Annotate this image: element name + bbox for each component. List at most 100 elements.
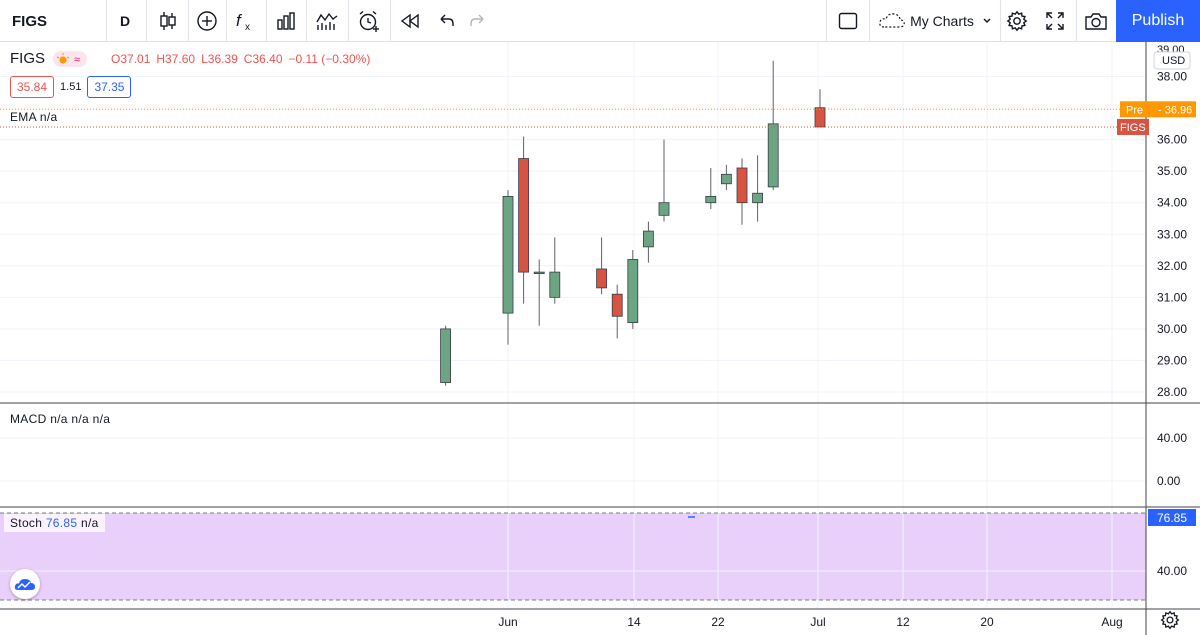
price-tick-label: 34.00 [1157, 196, 1187, 210]
publish-label: Publish [1131, 12, 1185, 29]
macd-tick-label: 0.00 [1157, 474, 1181, 488]
candle-body[interactable] [752, 192, 763, 204]
time-tick-label: Aug [1101, 615, 1122, 629]
candle-body[interactable] [814, 107, 826, 128]
redo-button[interactable] [462, 0, 494, 42]
bid-ask-legend: 35.84 1.51 37.35 [10, 76, 132, 98]
price-tick-label: 31.00 [1157, 290, 1187, 304]
chart-settings-button[interactable] [1000, 0, 1034, 42]
symbol-price-tag [1117, 118, 1149, 135]
macd-legend[interactable]: MACD n/a n/a n/a [10, 412, 110, 426]
stoch-value-tag-label: 76.85 [1157, 511, 1187, 525]
symbol-price-tag-label: FIGS [1120, 122, 1146, 134]
cloud-logo-icon [14, 579, 36, 590]
chart-canvas[interactable]: 39.0038.0037.0036.0035.0034.0033.0032.00… [0, 42, 1200, 635]
stoch-band [0, 513, 1146, 600]
gear-icon [1006, 10, 1028, 32]
spread-value: 1.51 [60, 81, 82, 93]
chart-area[interactable]: 39.0038.0037.0036.0035.0034.0033.0032.00… [0, 42, 1200, 635]
candle-body[interactable] [721, 173, 732, 185]
stoch-tick-label: 40.00 [1157, 564, 1187, 578]
redo-icon [470, 14, 484, 26]
my-charts-label: My Charts [910, 13, 974, 29]
financials-button[interactable] [268, 0, 304, 42]
pre-market-tag-label: Pre [1126, 104, 1143, 116]
currency-box[interactable] [1153, 51, 1191, 70]
alarm-clock-icon [359, 10, 379, 32]
gear-icon [1160, 610, 1180, 630]
pre-market-tag-value: - 36.96 [1158, 104, 1192, 116]
time-tick-label: Jun [498, 615, 517, 629]
candle-body[interactable] [627, 259, 639, 323]
chart-type-button[interactable] [150, 0, 186, 42]
sell-price-button[interactable]: 35.84 [10, 76, 55, 98]
candle-body[interactable] [440, 328, 452, 383]
candle-body[interactable] [658, 202, 670, 216]
candle-body[interactable] [549, 271, 561, 298]
ema-legend[interactable]: EMA n/a [10, 110, 57, 124]
svg-text:≈: ≈ [74, 54, 80, 66]
top-toolbar: FIGS D f x [0, 0, 1200, 42]
candle-body[interactable] [596, 268, 607, 289]
macd-label: MACD [10, 412, 47, 426]
candle-body[interactable] [502, 195, 514, 314]
indicators-button[interactable]: f x [228, 0, 264, 42]
my-charts-button[interactable]: My Charts [870, 0, 1000, 42]
layout-button[interactable] [828, 0, 868, 42]
legend-low: L36.39 [201, 51, 238, 66]
camera-icon [1085, 13, 1107, 30]
templates-button[interactable] [308, 0, 346, 42]
chevron-down-icon [983, 18, 991, 23]
price-tick-label: 28.00 [1157, 385, 1187, 399]
stoch-value-2: n/a [81, 516, 99, 530]
ema-value: n/a [39, 110, 58, 124]
pre-market-tag [1120, 101, 1196, 118]
ema-label: EMA [10, 110, 37, 124]
buy-price-button[interactable]: 37.35 [87, 76, 132, 98]
price-tick-label: 33.00 [1157, 227, 1187, 241]
add-circle-icon [197, 11, 217, 31]
candle-body[interactable] [533, 271, 545, 275]
compare-button[interactable] [190, 0, 224, 42]
undo-button[interactable] [430, 0, 462, 42]
fx-icon: f x [236, 11, 250, 32]
tradingview-logo-button[interactable] [10, 569, 40, 599]
macd-values: n/a n/a n/a [50, 412, 111, 426]
candle-body[interactable] [705, 195, 717, 204]
price-tick-label: 35.00 [1157, 164, 1187, 178]
macd-tick-label: 40.00 [1157, 431, 1187, 445]
candle-body[interactable] [518, 158, 529, 273]
legend-change: −0.11 (−0.30%) [288, 51, 371, 66]
candle-body[interactable] [611, 293, 623, 317]
main-legend: FIGS ≈ O37.01 H37.60 L36.39 C36.40 −0.11… [10, 50, 370, 67]
cloud-icon [879, 13, 905, 28]
candle-body[interactable] [643, 230, 654, 248]
time-tick-label: Jul [810, 615, 825, 629]
sun-icon: ≈ [53, 50, 88, 67]
replay-button[interactable] [392, 0, 428, 42]
candles-icon [160, 12, 176, 30]
interval-label: D [119, 13, 131, 29]
legend-symbol[interactable]: FIGS [10, 50, 46, 67]
time-tick-label: 14 [627, 615, 641, 629]
snapshot-button[interactable] [1078, 0, 1114, 42]
rewind-icon [400, 13, 419, 29]
stoch-legend[interactable]: Stoch 76.85 n/a [4, 514, 105, 532]
axis-settings-button[interactable] [1160, 610, 1184, 634]
square-layout-icon [838, 12, 858, 30]
price-tick-label: 29.00 [1157, 353, 1187, 367]
price-tick-label: 32.00 [1157, 259, 1187, 273]
svg-text:x: x [245, 22, 250, 32]
legend-high: H37.60 [156, 51, 196, 66]
fullscreen-button[interactable] [1038, 0, 1072, 42]
candle-body[interactable] [767, 123, 779, 188]
stoch-value-tag [1148, 509, 1196, 526]
publish-button[interactable]: Publish [1116, 0, 1200, 42]
time-tick-label: 12 [896, 615, 910, 629]
interval-button[interactable]: D [107, 0, 143, 42]
fullscreen-icon [1046, 12, 1064, 30]
alert-button[interactable] [350, 0, 388, 42]
symbol-search-button[interactable]: FIGS [0, 0, 104, 42]
candle-body[interactable] [736, 167, 748, 204]
